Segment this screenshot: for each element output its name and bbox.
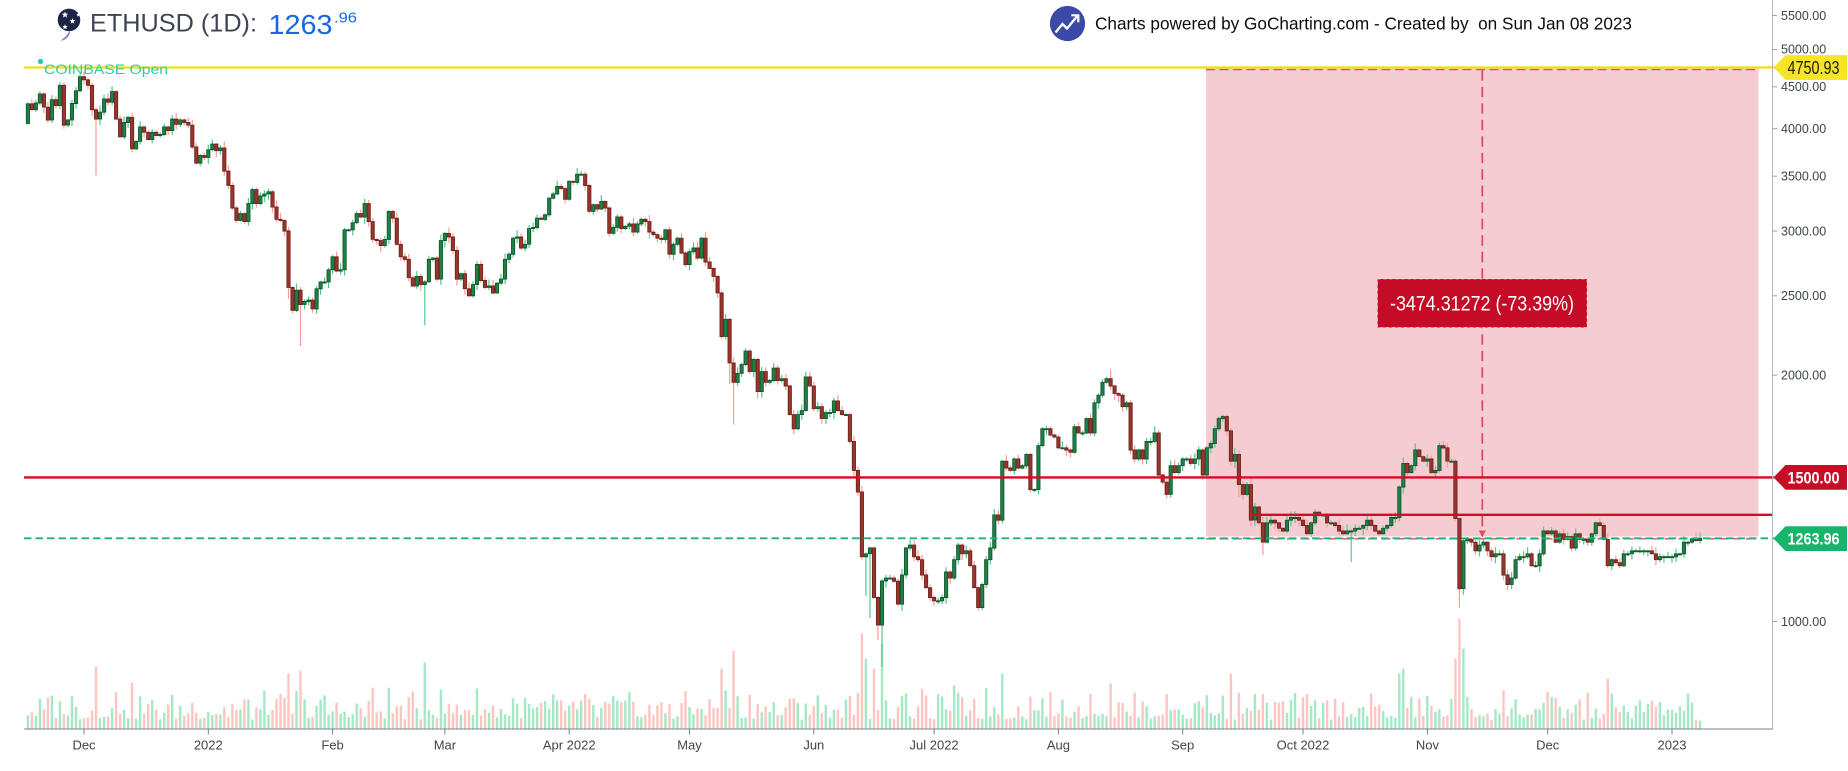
- svg-text:Mar: Mar: [434, 738, 457, 753]
- svg-text:COINBASE Open: COINBASE Open: [44, 61, 168, 77]
- svg-text:Aug: Aug: [1047, 738, 1070, 753]
- svg-text:ETHUSD (1D):: ETHUSD (1D):: [90, 10, 257, 38]
- svg-text:4000.00: 4000.00: [1781, 122, 1826, 136]
- svg-text:Charts powered by GoCharting.c: Charts powered by GoCharting.com - Creat…: [1095, 14, 1632, 34]
- svg-text:2022: 2022: [194, 738, 223, 753]
- svg-text:5500.00: 5500.00: [1781, 9, 1826, 23]
- svg-text:5000.00: 5000.00: [1781, 43, 1826, 57]
- svg-text:Nov: Nov: [1416, 738, 1440, 753]
- svg-text:3000.00: 3000.00: [1781, 224, 1826, 238]
- svg-text:.96: .96: [334, 11, 357, 27]
- svg-text:Feb: Feb: [321, 738, 343, 753]
- svg-text:2023: 2023: [1658, 738, 1687, 753]
- svg-text:1263: 1263: [269, 9, 333, 40]
- svg-text:May: May: [677, 738, 702, 753]
- svg-text:Oct 2022: Oct 2022: [1277, 738, 1330, 753]
- svg-text:Apr 2022: Apr 2022: [543, 738, 596, 753]
- svg-text:Jun: Jun: [803, 738, 824, 753]
- svg-text:-3474.31272 (-73.39%): -3474.31272 (-73.39%): [1390, 293, 1574, 316]
- svg-text:4750.93: 4750.93: [1788, 58, 1840, 78]
- svg-text:2000.00: 2000.00: [1781, 368, 1826, 382]
- svg-text:1000.00: 1000.00: [1781, 615, 1826, 629]
- svg-text:2500.00: 2500.00: [1781, 289, 1826, 303]
- svg-text:Dec: Dec: [1536, 738, 1560, 753]
- svg-text:Dec: Dec: [72, 738, 96, 753]
- svg-text:Jul 2022: Jul 2022: [910, 738, 959, 753]
- svg-text:3500.00: 3500.00: [1781, 170, 1826, 184]
- svg-text:1500.00: 1500.00: [1788, 469, 1840, 488]
- svg-text:Sep: Sep: [1171, 738, 1194, 753]
- svg-text:4500.00: 4500.00: [1781, 80, 1826, 94]
- svg-text:1263.96: 1263.96: [1788, 530, 1840, 549]
